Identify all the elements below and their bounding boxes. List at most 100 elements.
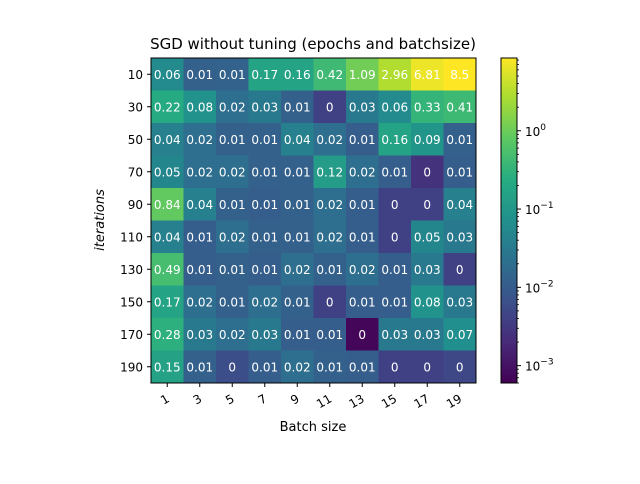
cell-value-label: 0.02 (219, 328, 246, 342)
x-tick-label: 13 (347, 391, 367, 411)
colorbar-segment (501, 336, 517, 341)
colorbar-segment (501, 239, 517, 243)
heatmap-cell (443, 58, 477, 91)
cell-value-label: 0.06 (154, 68, 181, 82)
cell-value-label: 0.05 (414, 230, 441, 244)
heatmap-cell (346, 58, 379, 91)
heatmap-cell (216, 188, 249, 221)
heatmap-cell (216, 123, 249, 156)
heatmap-cell (443, 350, 477, 384)
cell-value-label: 2.96 (381, 68, 408, 82)
colorbar-frame (500, 57, 518, 384)
colorbar-segment (501, 320, 517, 324)
cell-value-label: 0.02 (251, 295, 278, 309)
cell-value-label: 0.01 (316, 328, 343, 342)
heatmap-cell (346, 318, 379, 351)
y-tick-label: 150 (120, 295, 143, 309)
cell-value-label: 0.01 (349, 230, 376, 244)
colorbar-segment (501, 301, 517, 305)
heatmap-cell (346, 253, 379, 286)
colorbar-segment (501, 369, 517, 373)
cell-value-label: 0.01 (251, 263, 278, 277)
heatmap-cell (443, 188, 477, 221)
y-tick-label: 130 (120, 263, 143, 277)
colorbar-segment (501, 201, 517, 205)
cell-value-label: 0.17 (154, 295, 181, 309)
colorbar-segment (501, 128, 517, 132)
heatmap-cell (281, 90, 314, 124)
colorbar-segment (501, 185, 517, 189)
cell-value-label: 0.02 (219, 230, 246, 244)
heatmap-cell (216, 253, 249, 286)
colorbar-segment (501, 269, 517, 273)
cell-value-label: 0.02 (219, 165, 246, 179)
cell-value-label: 0.01 (251, 133, 278, 147)
colorbar-segment (501, 258, 517, 262)
cell-value-label: 0.01 (446, 133, 473, 147)
heatmap-cell (248, 188, 282, 221)
heatmap-cell (313, 123, 347, 156)
heatmap-cell (313, 155, 347, 189)
colorbar-segment (501, 220, 517, 224)
heatmap-cell (151, 155, 184, 189)
heatmap-cell (443, 220, 477, 254)
colorbar-segment (501, 236, 517, 240)
colorbar-segment (501, 263, 517, 268)
colorbar-segment (501, 85, 517, 89)
cell-value-label: 0.09 (414, 133, 441, 147)
colorbar-segment (501, 198, 517, 203)
heatmap-cell (216, 285, 249, 319)
colorbar-segment (501, 117, 517, 121)
colorbar-segment (501, 374, 517, 379)
colorbar-segment (501, 155, 517, 159)
heatmap-cell (248, 318, 282, 351)
colorbar-segment (501, 307, 517, 311)
heatmap-cell (313, 58, 347, 91)
cell-value-label: 0.01 (219, 133, 246, 147)
heatmap-cell (281, 123, 314, 156)
cell-value-label: 0.01 (349, 198, 376, 212)
heatmap-cell (411, 318, 444, 351)
cell-value-label: 0 (326, 295, 334, 309)
colorbar-segment (501, 380, 517, 384)
colorbar-segment (501, 204, 517, 208)
cell-value-label: 0.01 (186, 68, 213, 82)
cell-value-label: 0.02 (186, 133, 213, 147)
colorbar-segment (501, 106, 517, 110)
colorbar-segment (501, 82, 517, 86)
heatmap-cell (378, 285, 412, 319)
cell-value-label: 0.01 (186, 360, 213, 374)
heatmap-cell (443, 253, 477, 286)
cell-value-label: 6.81 (414, 68, 441, 82)
cell-value-label: 0.03 (251, 328, 278, 342)
colorbar-segment (501, 169, 517, 173)
y-axis-ticks: 10 30 50 70 90 110 130 150 170 190 (120, 68, 151, 374)
colorbar-segment (501, 133, 517, 138)
cell-value-label: 0.04 (284, 133, 311, 147)
cell-value-label: 0.01 (284, 100, 311, 114)
heatmap-cell (183, 350, 217, 384)
cell-value-label: 0.16 (381, 133, 408, 147)
cell-value-label: 0.02 (316, 133, 343, 147)
heatmap-cell (151, 58, 184, 91)
heatmap-cell (313, 90, 347, 124)
heatmap-cell (346, 90, 379, 124)
heatmap-cell (151, 285, 184, 319)
cell-value-label: 0.01 (446, 165, 473, 179)
colorbar-segment (501, 212, 517, 216)
heatmap-cell (248, 285, 282, 319)
colorbar-segment (501, 196, 517, 200)
colorbar-segment (501, 234, 517, 238)
cell-value-label: 0.03 (251, 100, 278, 114)
colorbar-segment (501, 293, 517, 297)
cell-value-label: 0.17 (251, 68, 278, 82)
heatmap-cell (443, 90, 477, 124)
heatmap-cell (216, 90, 249, 124)
heatmap-cell (248, 350, 282, 384)
y-axis-label: iterations (93, 189, 108, 251)
heatmap-cell (183, 220, 217, 254)
cell-value-label: 0.02 (284, 263, 311, 277)
heatmap-cell (248, 58, 282, 91)
cell-value-label: 0.01 (349, 295, 376, 309)
